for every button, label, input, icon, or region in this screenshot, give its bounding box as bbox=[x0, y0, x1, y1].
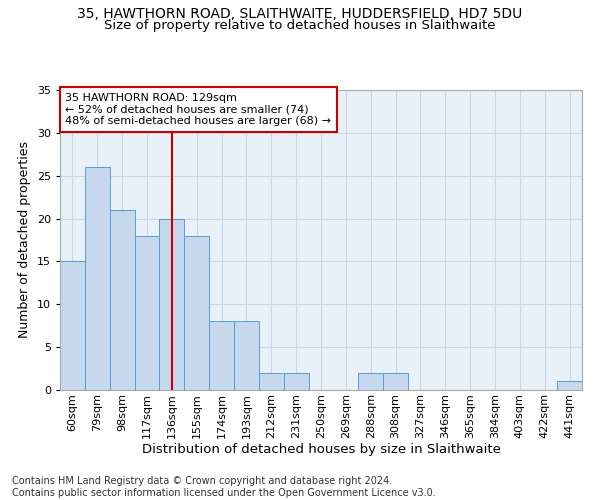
Bar bbox=[85, 167, 110, 390]
Text: Distribution of detached houses by size in Slaithwaite: Distribution of detached houses by size … bbox=[142, 442, 500, 456]
Bar bbox=[184, 236, 209, 390]
Y-axis label: Number of detached properties: Number of detached properties bbox=[18, 142, 31, 338]
Bar bbox=[209, 322, 234, 390]
Bar bbox=[284, 373, 308, 390]
Text: Size of property relative to detached houses in Slaithwaite: Size of property relative to detached ho… bbox=[104, 19, 496, 32]
Text: 35 HAWTHORN ROAD: 129sqm
← 52% of detached houses are smaller (74)
48% of semi-d: 35 HAWTHORN ROAD: 129sqm ← 52% of detach… bbox=[65, 93, 331, 126]
Bar bbox=[110, 210, 134, 390]
Bar bbox=[160, 218, 184, 390]
Bar bbox=[383, 373, 408, 390]
Bar bbox=[134, 236, 160, 390]
Bar bbox=[234, 322, 259, 390]
Text: 35, HAWTHORN ROAD, SLAITHWAITE, HUDDERSFIELD, HD7 5DU: 35, HAWTHORN ROAD, SLAITHWAITE, HUDDERSF… bbox=[77, 8, 523, 22]
Bar bbox=[259, 373, 284, 390]
Bar bbox=[60, 262, 85, 390]
Text: Contains HM Land Registry data © Crown copyright and database right 2024.
Contai: Contains HM Land Registry data © Crown c… bbox=[12, 476, 436, 498]
Bar bbox=[557, 382, 582, 390]
Bar bbox=[358, 373, 383, 390]
